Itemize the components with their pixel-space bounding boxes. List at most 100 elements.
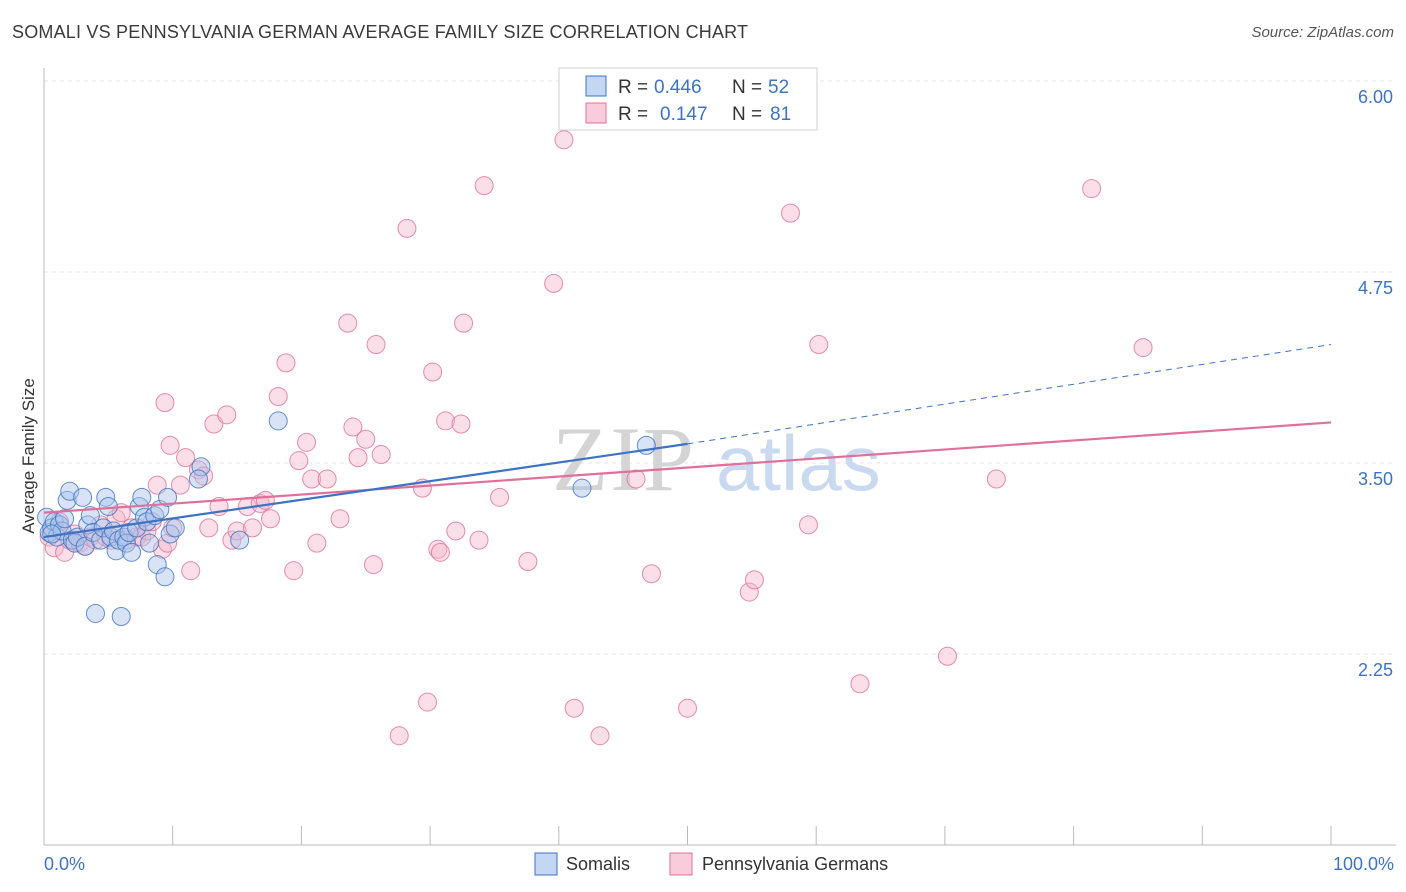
pennsylvania-germans-point-47 <box>297 432 317 452</box>
y-tick-label-1: 3.50 <box>1358 469 1393 489</box>
watermark-zip-text: ZIP <box>552 408 696 510</box>
pennsylvania-germans-point-90 <box>371 445 391 465</box>
legend-swatch-somalis <box>585 75 607 97</box>
pennsylvania-germans-point-77 <box>641 564 661 584</box>
pennsylvania-germans-point-88 <box>1133 338 1153 358</box>
somalis-point-45 <box>191 457 211 477</box>
legend-n-value-somalis: 52 <box>768 77 789 98</box>
watermark: ZIP atlas <box>552 408 881 510</box>
somalis-point-50 <box>572 478 592 498</box>
pennsylvania-germans-point-82 <box>798 515 818 535</box>
y-tick-label-2: 4.75 <box>1358 278 1393 298</box>
pennsylvania-germans-point-72 <box>518 552 538 572</box>
somalis-point-42 <box>158 487 178 507</box>
series-somalis-points <box>37 411 656 627</box>
pennsylvania-germans-point-64 <box>430 542 450 562</box>
legend-r-label-pennsylvania-germans: R = <box>618 104 648 125</box>
pennsylvania-germans-point-42 <box>261 509 281 529</box>
pennsylvania-germans-point-27 <box>170 475 190 495</box>
pennsylvania-germans-point-62 <box>423 362 443 382</box>
pennsylvania-germans-point-37 <box>227 521 247 541</box>
pennsylvania-germans-point-73 <box>544 273 564 293</box>
source-label: Source: ZipAtlas.com <box>1251 24 1394 41</box>
pennsylvania-germans-point-86 <box>986 469 1006 489</box>
trend-line-pennsylvania-germans <box>43 421 1332 514</box>
pennsylvania-germans-point-52 <box>338 313 358 333</box>
somalis-point-47 <box>230 530 250 550</box>
somalis-point-8 <box>57 490 77 510</box>
pennsylvania-germans-point-59 <box>397 218 417 238</box>
somalis-point-22 <box>98 497 118 517</box>
pennsylvania-germans-point-45 <box>284 561 304 581</box>
y-tick-labels: 2.25 3.50 4.75 6.00 <box>1358 87 1393 680</box>
pennsylvania-germans-point-50 <box>317 469 337 489</box>
somalis-point-16 <box>80 506 100 526</box>
pennsylvania-germans-point-85 <box>937 646 957 666</box>
legend-r-label-somalis: R = <box>618 77 648 98</box>
pennsylvania-germans-point-43 <box>268 386 288 406</box>
axes <box>43 68 1396 846</box>
x-tick-label-max: 100.0% <box>1333 854 1394 874</box>
pennsylvania-germans-point-78 <box>678 698 697 718</box>
pennsylvania-germans-point-21 <box>147 475 167 495</box>
somalis-point-37 <box>140 533 160 553</box>
somalis-point-18 <box>85 603 105 623</box>
legend-n-label-pennsylvania-germans: N = <box>732 104 762 125</box>
pennsylvania-germans-point-56 <box>363 555 383 575</box>
pennsylvania-germans-point-79 <box>739 582 759 602</box>
pennsylvania-germans-point-65 <box>436 411 456 431</box>
pennsylvania-germans-point-28 <box>176 448 196 468</box>
pennsylvania-germans-point-57 <box>366 335 386 355</box>
pennsylvania-germans-point-89 <box>626 469 646 489</box>
pennsylvania-germans-point-31 <box>194 466 214 486</box>
pennsylvania-germans-point-68 <box>454 313 474 333</box>
pennsylvania-germans-point-46 <box>289 451 309 471</box>
pennsylvania-germans-point-54 <box>348 448 368 468</box>
x-ticks <box>43 826 1332 845</box>
legend-n-label-somalis: N = <box>732 77 762 98</box>
trend-line-somalis-extension <box>687 344 1332 445</box>
y-tick-label-0: 2.25 <box>1358 660 1393 680</box>
somalis-point-43 <box>160 524 180 544</box>
grid-lines <box>44 80 1396 655</box>
bottom-legend-swatch-somalis <box>534 852 558 876</box>
somalis-point-41 <box>155 567 175 587</box>
pennsylvania-germans-point-58 <box>389 726 409 746</box>
pennsylvania-germans-point-53 <box>343 417 363 437</box>
trend-lines <box>43 344 1332 539</box>
pennsylvania-germans-point-51 <box>330 509 350 529</box>
pennsylvania-germans-point-84 <box>850 674 870 694</box>
pennsylvania-germans-point-76 <box>590 726 610 746</box>
pennsylvania-germans-point-80 <box>744 570 764 590</box>
pennsylvania-germans-point-9 <box>85 530 105 550</box>
somalis-point-21 <box>96 487 116 507</box>
somalis-point-39 <box>147 555 167 575</box>
pennsylvania-germans-point-70 <box>474 176 494 196</box>
pennsylvania-germans-point-48 <box>302 469 322 489</box>
somalis-point-48 <box>268 411 288 431</box>
legend-r-value-somalis: 0.446 <box>654 77 702 98</box>
pennsylvania-germans-point-61 <box>418 692 438 712</box>
legend-box: R = 0.446 N = 52 R = 0.147 N = 81 <box>558 67 818 131</box>
legend-r-value-pennsylvania-germans: 0.147 <box>660 104 708 125</box>
pennsylvania-germans-point-25 <box>155 393 175 413</box>
x-tick-label-min: 0.0% <box>44 854 85 874</box>
pennsylvania-germans-point-36 <box>222 530 242 550</box>
somalis-point-27 <box>111 607 131 627</box>
pennsylvania-germans-point-35 <box>217 405 237 425</box>
somalis-point-26 <box>109 530 129 550</box>
somalis-point-34 <box>132 487 152 507</box>
somalis-point-44 <box>165 518 185 538</box>
pennsylvania-germans-point-44 <box>276 353 296 373</box>
chart-title: SOMALI VS PENNSYLVANIA GERMAN AVERAGE FA… <box>12 22 749 42</box>
pennsylvania-germans-point-71 <box>490 487 510 507</box>
pennsylvania-germans-point-49 <box>307 533 327 553</box>
somalis-point-17 <box>83 522 103 542</box>
somalis-point-46 <box>188 469 208 489</box>
bottom-legend-label-pennsylvania-germans: Pennsylvania Germans <box>702 854 888 874</box>
pennsylvania-germans-point-55 <box>356 429 376 449</box>
pennsylvania-germans-point-67 <box>451 414 471 434</box>
trend-line-somalis <box>43 442 688 539</box>
y-axis-title: Average Family Size <box>19 378 38 534</box>
